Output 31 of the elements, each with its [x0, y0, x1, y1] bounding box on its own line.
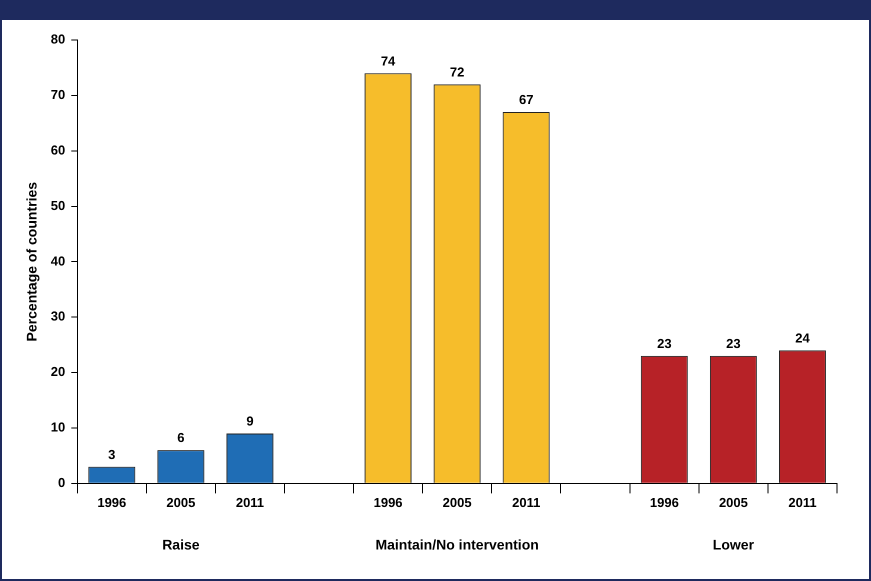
data-label: 6	[177, 430, 184, 446]
data-label: 67	[518, 92, 534, 108]
y-tick-label: 30	[50, 308, 66, 324]
y-tick-label: 10	[50, 420, 66, 435]
text: Raise	[162, 536, 200, 552]
y-tick-label: 20	[50, 364, 66, 380]
data-label: 24	[795, 330, 810, 346]
y-tick-label: 80	[50, 32, 66, 47]
y-tick-label: 50	[50, 198, 66, 213]
x-tick-label: 1996	[97, 494, 126, 510]
y-axis-title: Percentage of countries	[23, 182, 40, 342]
text: Lower	[712, 536, 755, 552]
text: Maintain/No intervention	[375, 536, 539, 552]
x-tick-label: 1996	[650, 494, 679, 510]
x-tick-label: 2011	[512, 494, 540, 510]
data-label: 23	[726, 336, 741, 351]
data-label: 23	[657, 336, 672, 351]
x-tick-label: 2005	[442, 494, 472, 510]
y-tick-label: 40	[50, 253, 66, 268]
x-tick-label: 2011	[236, 494, 264, 510]
x-tick-label: 2005	[718, 494, 748, 510]
x-tick-label: 2011	[788, 494, 817, 510]
data-label: 74	[380, 53, 396, 68]
data-label: 72	[450, 64, 464, 80]
data-label: 9	[246, 414, 254, 429]
data-label: 3	[108, 446, 116, 462]
y-tick-label: 70	[50, 87, 66, 102]
x-tick-label: 2005	[166, 494, 196, 510]
y-tick-label: 60	[50, 142, 66, 158]
y-tick-label: 0	[58, 474, 66, 490]
x-tick-label: 1996	[374, 494, 403, 510]
